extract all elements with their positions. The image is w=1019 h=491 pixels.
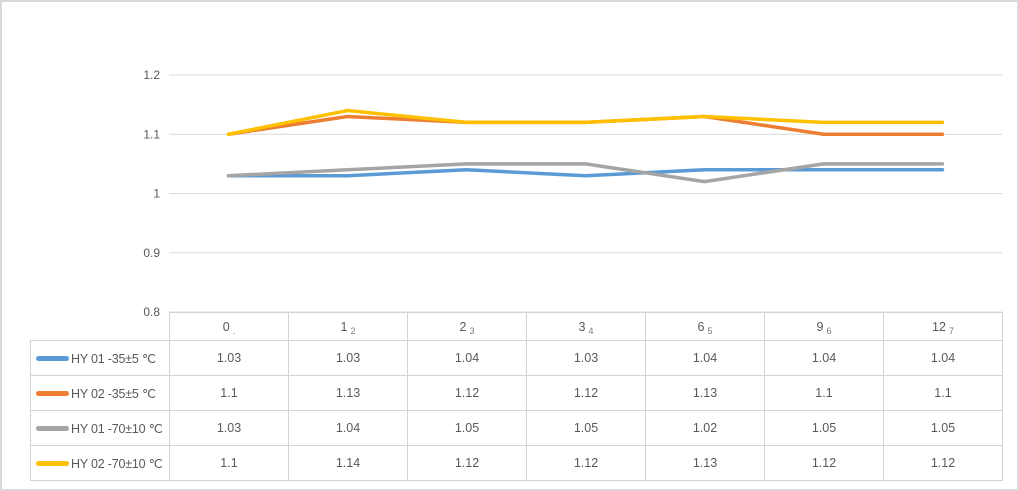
table-cell: 1.03 <box>288 340 408 376</box>
table-row: HY 01 -35±5 ℃ 1.03 1.03 1.04 1.03 1.04 1.04 1.0… <box>30 340 1003 376</box>
y-axis-tick-label: 1 <box>153 187 160 201</box>
legend-swatch <box>36 425 69 431</box>
column-header-label: 0 <box>222 319 230 334</box>
table-cell: 1.03 <box>526 340 646 376</box>
column-header-sub-label: 2 <box>350 325 356 336</box>
series-line-0 <box>226 168 945 178</box>
table-cell: 1.02 <box>645 410 765 446</box>
table-cell: 1.12 <box>407 445 527 481</box>
table-cell: 1.12 <box>764 445 884 481</box>
table-cell: 1.04 <box>288 410 408 446</box>
legend-label: HY 02 -70±10 ℃ <box>71 456 163 471</box>
chart-data-table: 0. 1 2 2 3 3 4 6 5 9 6 12 7 HY 01 -35±5 ℃ 1.03 1.03 1.04… <box>30 312 1003 481</box>
table-cell: 1.05 <box>764 410 884 446</box>
legend-cell-0: HY 01 -35±5 ℃ <box>30 340 170 376</box>
table-row: HY 02 -70±10 ℃ 1.1 1.14 1.12 1.12 1.13 1.12 1.1… <box>30 445 1003 481</box>
y-axis-tick-label: 0.8 <box>143 305 160 319</box>
table-blank-cell <box>31 313 170 341</box>
table-cell: 1.13 <box>645 375 765 411</box>
legend-swatch <box>36 390 69 396</box>
table-cell: 1.04 <box>407 340 527 376</box>
column-header-sub-label: 6 <box>826 325 832 336</box>
column-header-label: 6 <box>697 319 705 334</box>
table-cell: 1.14 <box>288 445 408 481</box>
y-axis-tick-label: 0.9 <box>143 246 160 260</box>
table-row: HY 02 -35±5 ℃ 1.1 1.13 1.12 1.12 1.13 1.1 1.1 <box>30 375 1003 411</box>
table-cell: 1.12 <box>526 375 646 411</box>
legend-cell-3: HY 02 -70±10 ℃ <box>30 445 170 481</box>
column-header-label: 1 <box>340 319 348 334</box>
table-header-row: 0. 1 2 2 3 3 4 6 5 9 6 12 7 <box>31 312 1003 341</box>
column-header-label: 12 <box>932 319 946 334</box>
table-cell: 1.04 <box>883 340 1003 376</box>
legend-label: HY 02 -35±5 ℃ <box>71 386 156 401</box>
column-header-label: 2 <box>459 319 467 334</box>
table-cell: 1.1 <box>169 375 289 411</box>
legend-label: HY 01 -70±10 ℃ <box>71 421 163 436</box>
column-header-sub-label: 5 <box>707 325 713 336</box>
table-cell: 1.1 <box>169 445 289 481</box>
column-header-sub-label: . <box>232 325 236 336</box>
column-header-sub-label: 4 <box>588 325 594 336</box>
table-cell: 1.05 <box>407 410 527 446</box>
table-cell: 1.12 <box>407 375 527 411</box>
column-header-0: 0. <box>169 312 289 341</box>
legend-cell-2: HY 01 -70±10 ℃ <box>30 410 170 446</box>
series-line-1 <box>226 114 945 136</box>
table-cell: 1.13 <box>645 445 765 481</box>
y-axis-tick-label: 1.1 <box>143 127 160 141</box>
column-header-sub-label: 7 <box>948 325 954 336</box>
table-cell: 1.1 <box>764 375 884 411</box>
legend-swatch <box>36 460 69 466</box>
column-header-sub-label: 3 <box>469 325 475 336</box>
table-cell: 1.04 <box>645 340 765 376</box>
table-cell: 1.04 <box>764 340 884 376</box>
column-header-label: 9 <box>816 319 824 334</box>
table-cell: 1.05 <box>883 410 1003 446</box>
table-cell: 1.12 <box>526 445 646 481</box>
table-row: HY 01 -70±10 ℃ 1.03 1.04 1.05 1.05 1.02 1.05 1.… <box>30 410 1003 446</box>
column-header-6: 12 7 <box>883 312 1003 341</box>
table-cell: 1.03 <box>169 340 289 376</box>
series-line-2 <box>226 162 945 184</box>
table-cell: 1.1 <box>883 375 1003 411</box>
column-header-label: 3 <box>578 319 586 334</box>
table-cell: 1.05 <box>526 410 646 446</box>
table-cell: 1.12 <box>883 445 1003 481</box>
series-line-3 <box>226 108 945 136</box>
legend-cell-1: HY 02 -35±5 ℃ <box>30 375 170 411</box>
table-cell: 1.13 <box>288 375 408 411</box>
legend-swatch <box>36 355 69 361</box>
table-cell: 1.03 <box>169 410 289 446</box>
legend-label: HY 01 -35±5 ℃ <box>71 351 156 366</box>
y-axis-tick-label: 1.2 <box>143 68 160 82</box>
